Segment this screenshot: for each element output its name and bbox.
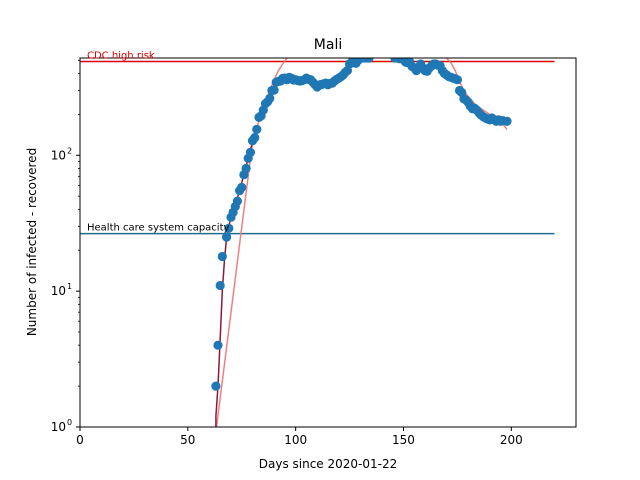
y-tick-label: 10 [51, 148, 66, 162]
x-axis-label: Days since 2020-01-22 [259, 457, 398, 471]
chart-title: Mali [314, 37, 342, 53]
observation-point [265, 93, 275, 103]
y-tick-exponent: 0 [67, 418, 72, 427]
observation-point [502, 116, 512, 126]
y-tick-label: 10 [51, 284, 66, 298]
y-tick-exponent: 2 [67, 146, 72, 155]
observation-point [222, 232, 232, 242]
y-tick-label: 10 [51, 420, 66, 434]
y-tick-exponent: 1 [67, 282, 72, 291]
observation-point [211, 381, 221, 391]
observation-point [269, 85, 279, 95]
x-tick-label: 150 [392, 433, 415, 447]
observation-point [237, 182, 247, 192]
y-axis-label: Number of infected - recovered [25, 148, 39, 336]
observation-point [245, 147, 255, 157]
x-tick-label: 100 [284, 433, 307, 447]
x-tick-label: 200 [500, 433, 523, 447]
observation-point [224, 223, 234, 233]
reference-line-label-1: Health care system capacity [87, 223, 229, 234]
observation-point [250, 133, 260, 143]
x-axis: 0 50 100 150 200 [76, 427, 523, 447]
observation-point [241, 163, 251, 173]
observation-point [252, 124, 262, 134]
observation-point [452, 75, 462, 85]
observation-point [217, 251, 227, 262]
observation-point [232, 196, 242, 206]
axes-frame [79, 57, 577, 428]
observation-point [364, 58, 374, 63]
plot-area [80, 58, 555, 427]
x-tick-label: 0 [76, 433, 84, 447]
x-tick-label: 50 [180, 433, 195, 447]
observation-point [215, 280, 225, 291]
reference-line-label-0: CDC high risk [87, 51, 155, 62]
observation-point [213, 340, 223, 350]
